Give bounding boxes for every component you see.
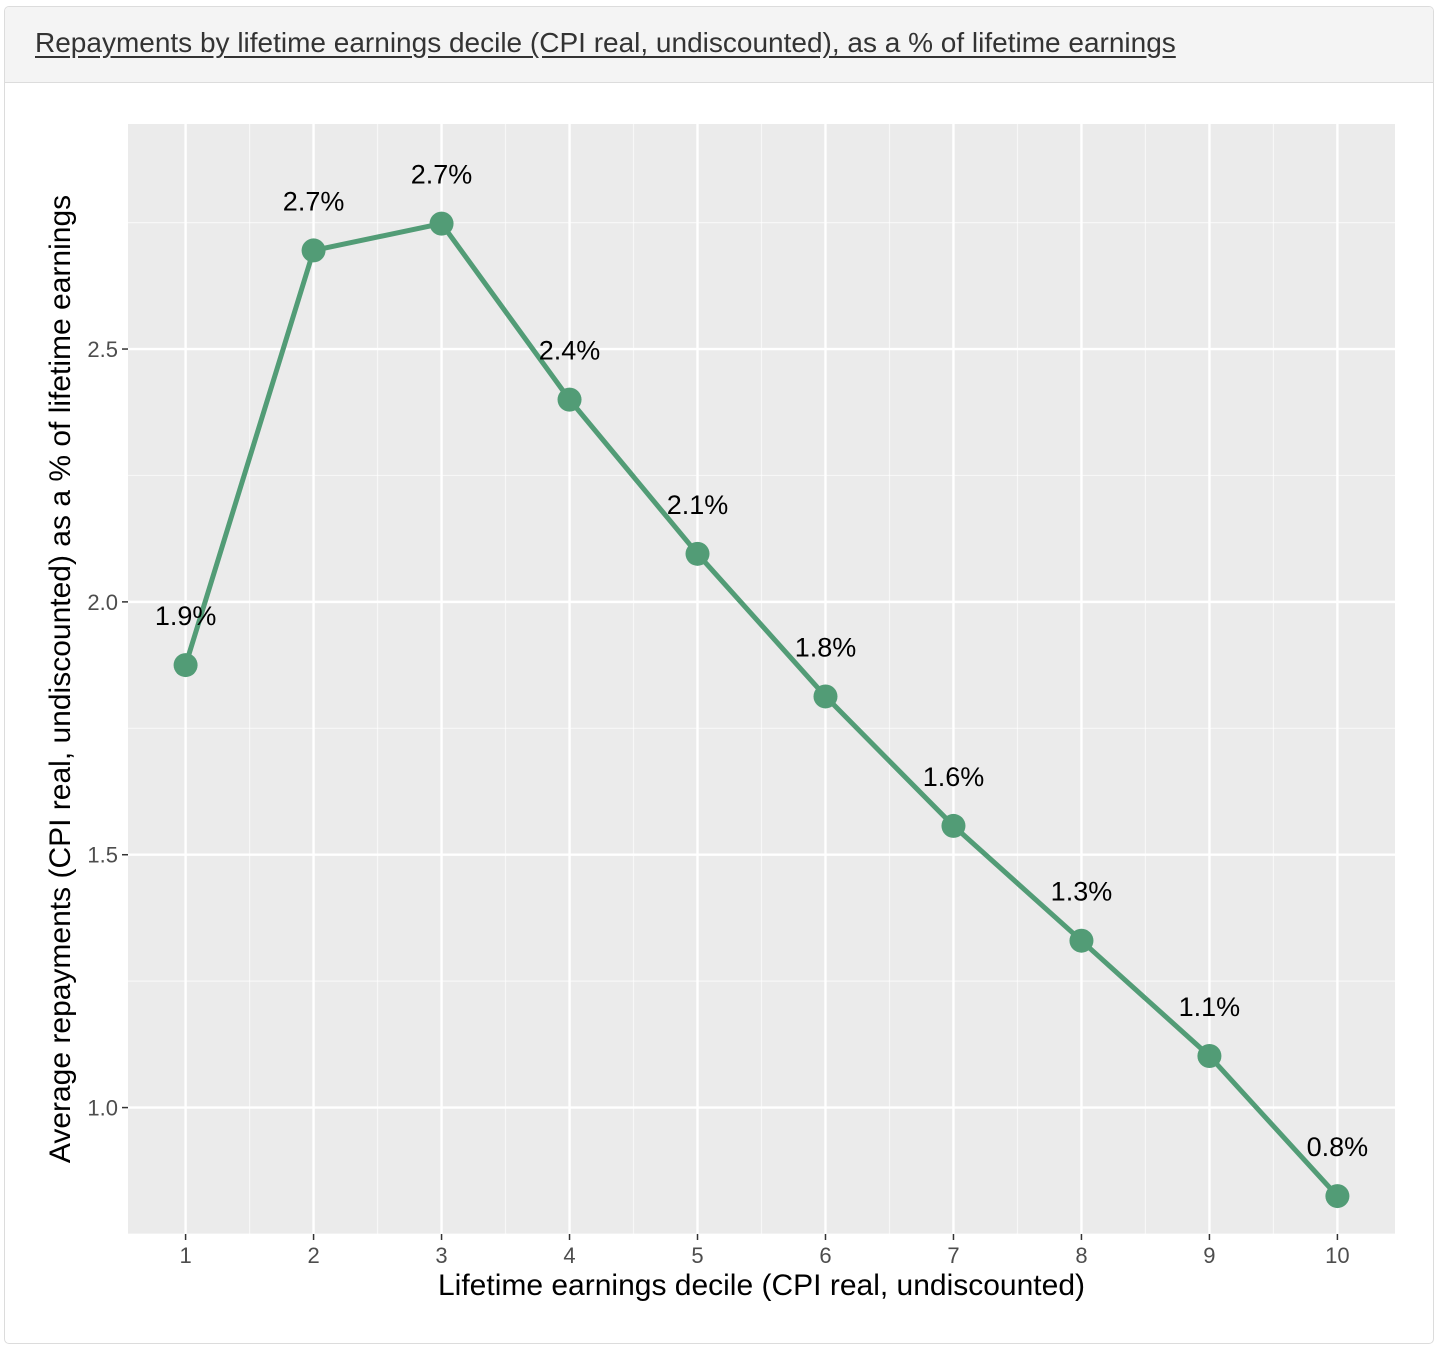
data-point	[1197, 1043, 1222, 1068]
data-point	[1069, 928, 1094, 953]
data-label: 2.7%	[283, 186, 345, 216]
data-label: 1.3%	[1051, 877, 1113, 907]
data-point	[557, 387, 582, 412]
data-label: 2.1%	[667, 490, 729, 520]
data-point	[685, 541, 710, 566]
data-point	[429, 211, 454, 236]
data-label: 0.8%	[1307, 1132, 1369, 1162]
y-axis-title: Average repayments (CPI real, undiscount…	[44, 195, 77, 1163]
data-label: 1.1%	[1179, 992, 1241, 1022]
data-labels: 1.9% 2.7% 2.7% 2.4% 2.1% 1.8% 1.6% 1.3% 1.1% 0.8%	[155, 160, 1368, 1162]
x-tick-label: 10	[1325, 1243, 1349, 1268]
data-label: 2.4%	[539, 336, 601, 366]
data-label: 1.6%	[923, 762, 985, 792]
x-tick-label: 4	[563, 1243, 575, 1268]
data-label: 1.8%	[795, 632, 857, 662]
x-tick-label: 3	[435, 1243, 447, 1268]
data-point	[301, 238, 326, 263]
data-label: 2.7%	[411, 160, 473, 190]
y-tick-label: 1.5	[87, 843, 118, 868]
minor-gridlines	[128, 124, 1395, 1235]
data-label: 1.9%	[155, 601, 217, 631]
major-gridlines	[128, 124, 1395, 1234]
x-tick-label: 1	[179, 1243, 191, 1268]
x-tick-label: 6	[819, 1243, 831, 1268]
panel-header: Repayments by lifetime earnings decile (…	[5, 7, 1433, 83]
data-points	[173, 211, 1350, 1209]
y-tick-label: 2.5	[87, 337, 118, 362]
panel-title-link[interactable]: Repayments by lifetime earnings decile (…	[35, 27, 1176, 58]
x-tick-label: 5	[691, 1243, 703, 1268]
x-axis: 1 2 3 4 5 6 7 8 9 10	[179, 1234, 1350, 1268]
data-point	[173, 653, 198, 678]
data-point	[813, 684, 838, 709]
x-axis-title: Lifetime earnings decile (CPI real, undi…	[438, 1269, 1085, 1302]
x-tick-label: 9	[1203, 1243, 1215, 1268]
x-tick-label: 2	[307, 1243, 319, 1268]
x-tick-label: 8	[1075, 1243, 1087, 1268]
y-tick-label: 1.0	[87, 1096, 118, 1121]
x-tick-label: 7	[947, 1243, 959, 1268]
data-point	[1325, 1184, 1350, 1209]
y-tick-label: 2.0	[87, 590, 118, 615]
series-line	[183, 221, 1340, 1198]
y-axis: 1.0 1.5 2.0 2.5	[87, 337, 128, 1121]
data-point	[941, 813, 966, 838]
